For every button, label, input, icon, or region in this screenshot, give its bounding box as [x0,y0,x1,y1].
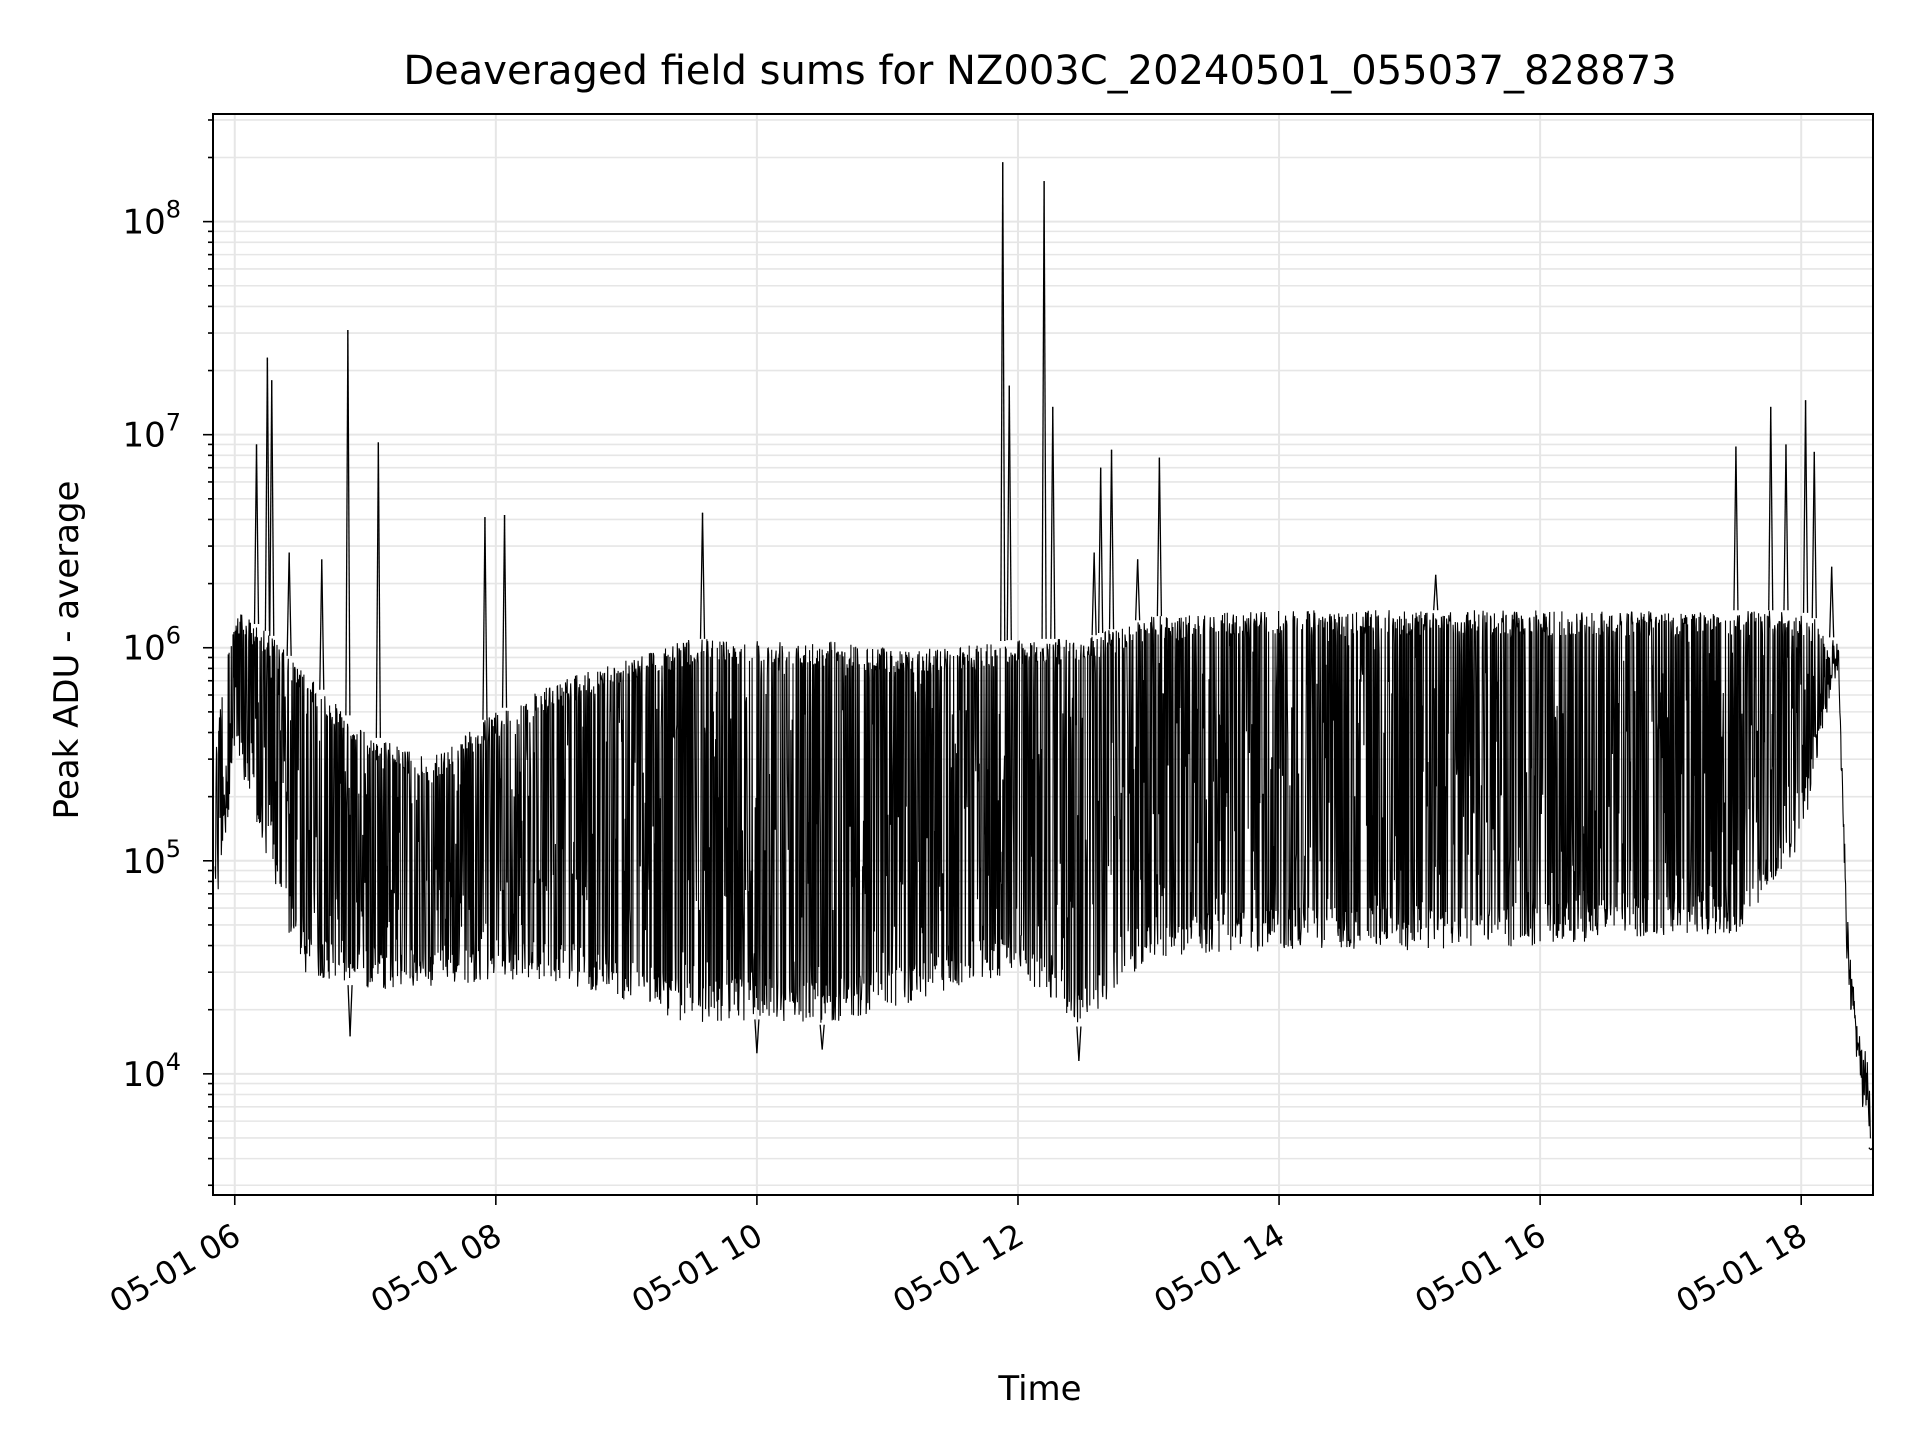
dip-mark-return [821,1024,825,1050]
spike-mark [1433,574,1437,611]
spike-mark-return [1831,566,1835,638]
series-layer [214,162,1874,1151]
spike-mark-return [1008,385,1012,641]
dip-mark [347,985,351,1037]
spike-mark [1000,162,1004,641]
spike-mark-return [484,517,488,720]
dip-mark [754,1019,758,1054]
spike-mark [319,559,323,690]
spike-mark-return [1002,162,1006,641]
spike-mark [345,329,349,716]
spike-mark [1802,400,1807,613]
spike-mark-return [271,380,275,636]
spike-mark [253,444,258,624]
spike-mark-return [321,559,325,690]
dip-mark [1076,1026,1080,1061]
spike-mark [375,442,379,738]
spike-mark [1091,552,1095,636]
spike-mark [1829,566,1833,638]
spike-mark-return [1093,552,1097,636]
dip-mark-return [756,1019,760,1054]
spike-mark-return [1136,559,1141,621]
y-axis-label: Peak ADU - average [47,481,87,820]
y-tick-exponent: 6 [166,622,181,650]
spike-mark [1108,449,1113,630]
y-tick-exponent: 4 [166,1048,181,1076]
spike-mark-return [1813,451,1817,619]
spike-mark-return [503,514,508,708]
dip-mark [819,1024,823,1050]
spike-mark-return [701,512,706,639]
spike-mark-return [347,329,351,716]
spike-mark-return [266,357,271,631]
spike-mark [1134,559,1139,621]
spike-mark [1156,457,1161,617]
spike-mark [264,357,269,631]
x-axis-label: Time [997,1369,1081,1409]
spike-mark [1783,444,1787,611]
spike-mark [1050,406,1054,639]
spike-mark [1006,385,1010,641]
dip-mark-return [1078,1026,1082,1061]
spike-mark-return [1043,181,1047,639]
spike-mark-return [1435,574,1439,611]
spike-mark-return [1735,446,1739,611]
spike-mark-return [1785,444,1789,611]
spike-mark [1733,446,1737,611]
spike-mark-return [1110,449,1115,630]
spike-mark [269,380,273,636]
y-tick-exponent: 8 [166,196,181,224]
spike-mark [1768,406,1772,611]
spike-mark-return [255,444,260,624]
spike-mark [501,514,506,708]
y-tick-exponent: 5 [166,835,181,863]
spike-mark-return [1052,406,1056,639]
spike-mark [1811,451,1815,619]
spike-mark-return [1100,467,1104,633]
spike-mark [699,512,704,639]
y-tick-exponent: 7 [166,409,181,437]
dip-mark-return [349,985,353,1037]
chart-title: Deaveraged field sums for NZ003C_2024050… [403,48,1676,94]
plot-frame [212,113,1874,1196]
spike-mark-return [1158,457,1163,617]
spike-mark [482,517,486,720]
spike-mark [1041,181,1045,639]
spike-mark-return [288,552,292,656]
spike-mark [1098,467,1102,633]
spike-mark [286,552,290,656]
spike-mark-return [1804,400,1809,613]
series-line [214,610,1871,1139]
spike-mark-return [377,442,381,738]
spike-mark-return [1770,406,1774,611]
